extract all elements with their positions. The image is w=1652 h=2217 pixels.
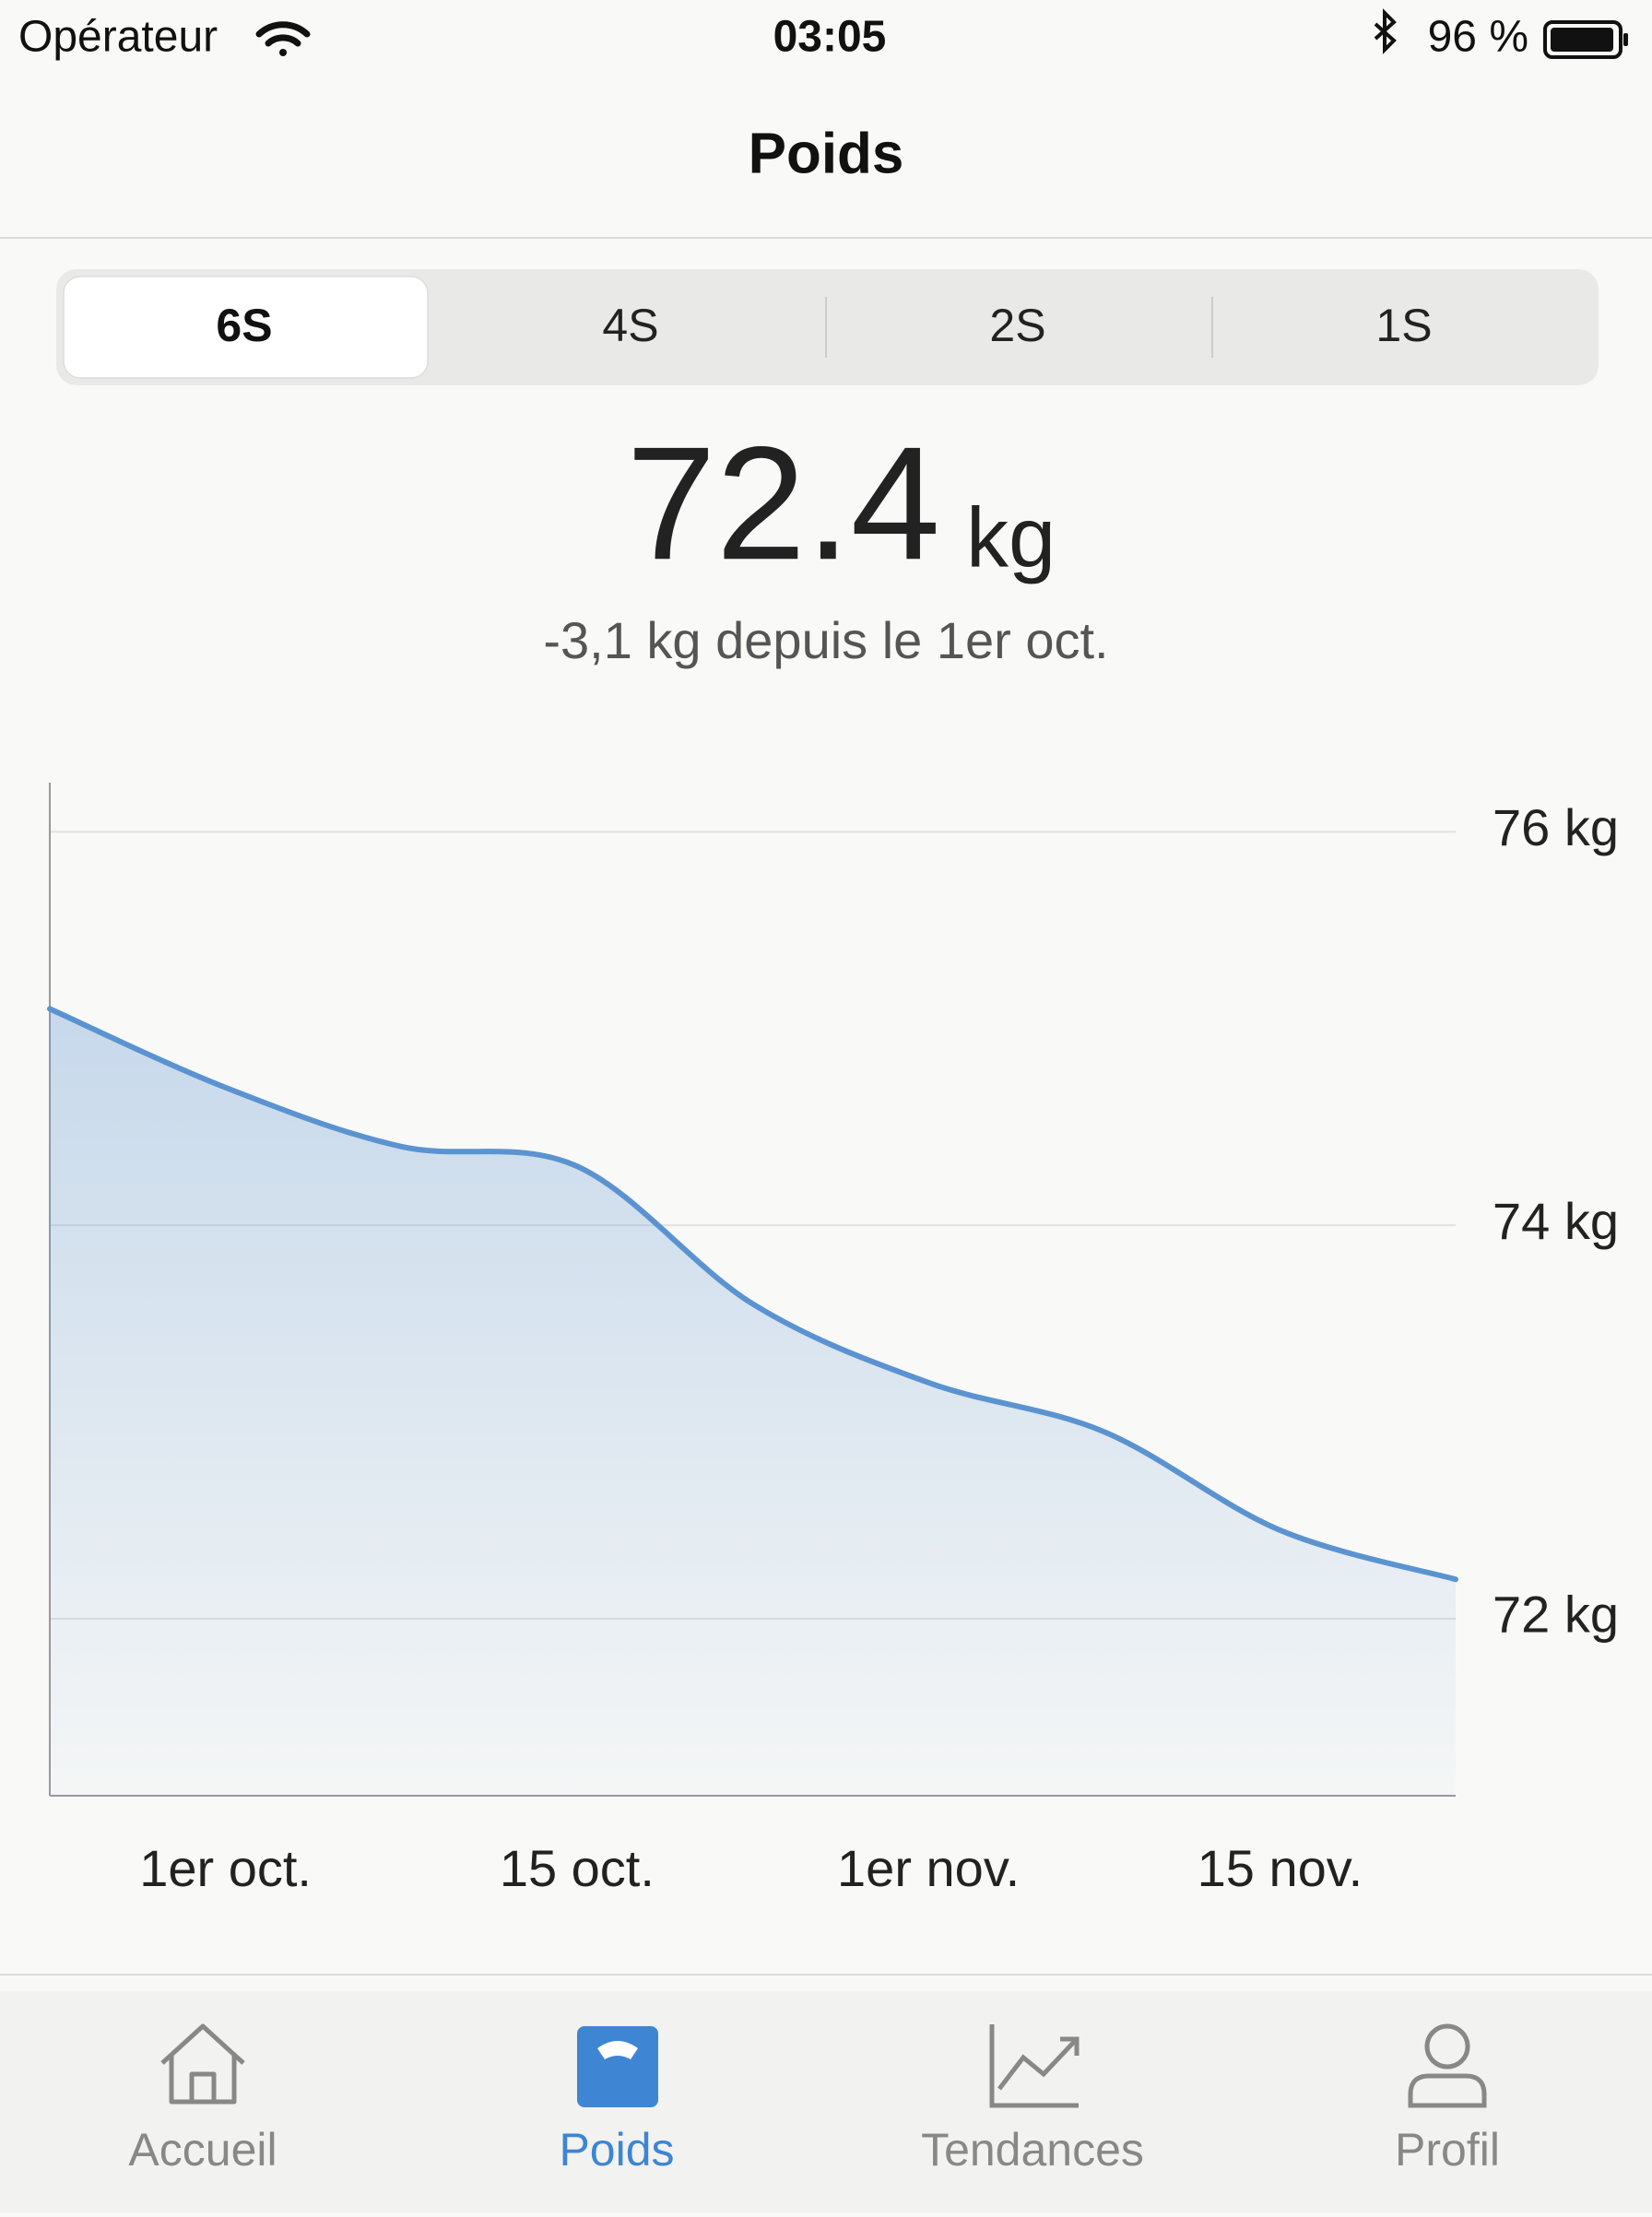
battery-icon [1543,20,1628,59]
x-tick-label: 15 nov. [1198,1839,1363,1897]
bluetooth-icon [1374,8,1397,54]
profile-icon [1408,2023,1487,2108]
battery-level: 96 % [1428,13,1528,62]
tab-bar [0,1991,1652,2212]
x-tick-label: 1er nov. [837,1839,1020,1897]
x-tick-label: 15 oct. [500,1839,655,1897]
chart: 72 kg 74 kg 76 kg 1er oct. 15 oct. 1er nov. 15… [47,783,1619,1897]
time: 03:05 [773,13,887,62]
segment[interactable]: 4S [602,300,658,351]
y-tick-label: 74 kg [1493,1192,1619,1250]
y-tick-label: 76 kg [1493,798,1619,856]
wifi-icon [255,21,311,56]
tab-label[interactable]: Poids [559,2124,674,2176]
current-weight: 72.4 [626,414,940,594]
tab-label[interactable]: Tendances [921,2124,1144,2176]
tab-label[interactable]: Profil [1395,2124,1500,2176]
x-tick-label: 1er oct. [139,1839,312,1897]
tab-label[interactable]: Accueil [128,2124,277,2176]
nav-title: Poids [749,122,904,185]
y-tick-label: 72 kg [1493,1586,1619,1644]
segment-selected[interactable] [63,276,429,379]
weight-unit: kg [966,490,1056,584]
scale-icon [577,2026,658,2107]
carrier: Opérateur [18,13,218,62]
segment[interactable]: 1S [1375,300,1432,351]
area-fill [50,1008,1456,1796]
segment[interactable]: 2S [989,300,1045,351]
segment[interactable]: 6S [216,300,272,351]
home-icon [160,2023,245,2105]
trends-icon [989,2024,1080,2108]
weight-change: -3,1 kg depuis le 1er oct. [543,611,1108,669]
weight-line [47,1006,1458,1583]
